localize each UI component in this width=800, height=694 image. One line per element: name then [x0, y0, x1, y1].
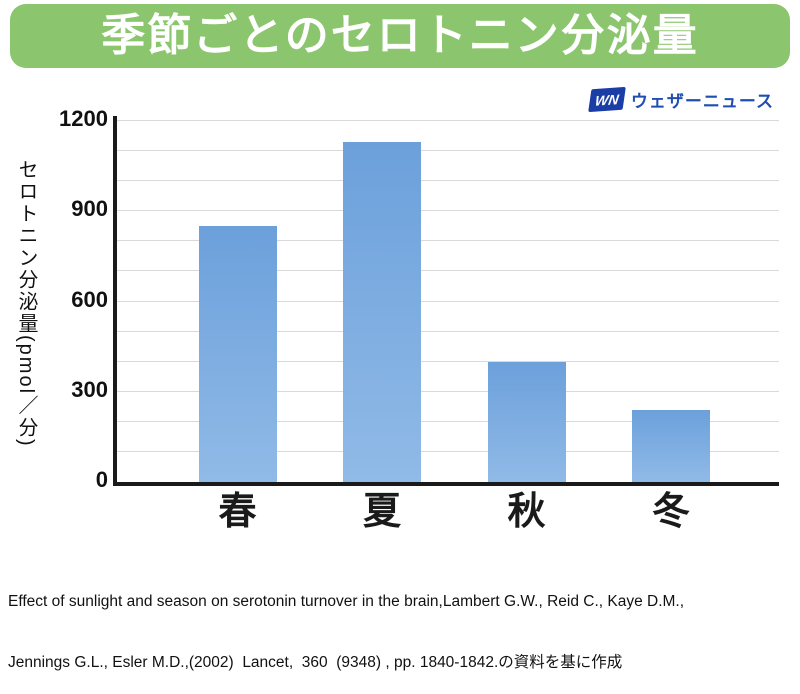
gridline [117, 450, 779, 452]
bar-冬 [632, 409, 710, 482]
gridline [117, 150, 779, 152]
weathernews-logo: WN ウェザーニュース [587, 84, 774, 114]
gridline [117, 180, 779, 182]
y-tick-label: 0 [95, 467, 108, 492]
x-tick-label-4: 冬 [651, 491, 690, 533]
gridline [117, 270, 779, 272]
citation-line-2: Jennings G.L., Esler M.D.,(2002) Lancet,… [8, 654, 623, 672]
bar-夏 [343, 142, 421, 482]
weathernews-wn-icon: WN [587, 86, 626, 112]
y-tick-label: 600 [71, 286, 108, 312]
gridline [117, 420, 779, 422]
page-title: 季節ごとのセロトニン分泌量 [101, 11, 699, 60]
gridline [117, 390, 779, 392]
gridline [117, 300, 779, 302]
x-tick-label-3: 秋 [507, 491, 546, 533]
citation-line-1: Effect of sunlight and season on seroton… [8, 592, 685, 610]
gridline [117, 120, 779, 121]
gridline [117, 240, 779, 242]
y-tick-label: 1200 [59, 106, 108, 131]
x-tick-label-2: 夏 [362, 491, 401, 533]
weathernews-logo-text: ウェザーニュース [630, 91, 774, 111]
x-tick-label-1: 春 [218, 491, 257, 533]
bar-秋 [487, 361, 566, 482]
bar-春 [198, 226, 277, 482]
gridline [117, 210, 779, 212]
y-tick-label: 300 [71, 376, 108, 402]
y-axis-ticks: 0 300 600 900 1200 [38, 108, 108, 491]
gridline [117, 330, 779, 332]
y-tick-label: 900 [71, 196, 108, 222]
x-axis-labels: 春夏秋冬 [117, 491, 779, 538]
title-banner: 季節ごとのセロトニン分泌量 [10, 4, 790, 68]
gridline [117, 360, 779, 362]
plot-area [113, 116, 779, 486]
y-axis-title: セロトニン分泌量(pmol／分) [15, 158, 37, 448]
citation-text: Effect of sunlight and season on seroton… [8, 551, 794, 694]
